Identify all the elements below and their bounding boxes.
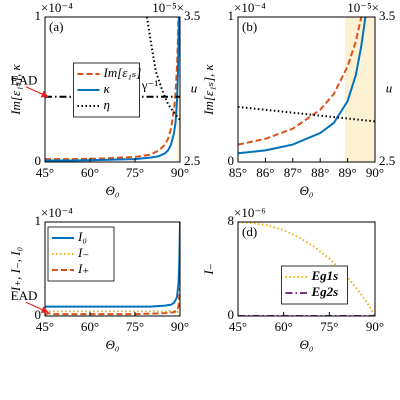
x-tick-label: 45° [36, 165, 54, 180]
y-exponent: ×10⁻⁶ [234, 205, 266, 220]
y-exponent: ×10⁻⁴ [41, 0, 73, 15]
legend-box [281, 265, 348, 305]
x-tick-label: 60° [275, 319, 293, 334]
y-tick-label: 0 [228, 153, 235, 168]
x-tick-label: 75° [320, 319, 338, 334]
y2-tick-label: 2.5 [379, 153, 395, 168]
shaded-region [344, 17, 375, 162]
x-tick-label: 75° [126, 165, 144, 180]
series-line [45, 17, 180, 161]
series-line [45, 222, 180, 308]
y2-exponent: 10⁻⁵× [347, 0, 379, 15]
annotation: EAD [11, 288, 38, 303]
panel-label: (d) [242, 224, 257, 239]
y2-axis-label: u [386, 80, 393, 95]
y-axis-label: I₋ [201, 263, 216, 275]
y-exponent: ×10⁻⁴ [234, 0, 266, 15]
annotation-arrow [25, 301, 49, 313]
x-tick-label: 86° [256, 165, 274, 180]
y-tick-label: 1 [35, 213, 42, 228]
x-tick-label: 60° [81, 319, 99, 334]
x-tick-label: 90° [171, 319, 189, 334]
x-tick-label: 88° [311, 165, 329, 180]
annotation: EAD [11, 73, 38, 88]
x-tick-label: 45° [229, 319, 247, 334]
axes-frame [237, 221, 376, 317]
y-axis-label: Im[ε₁ₛ], κ [201, 63, 216, 115]
y2-tick-label: 2.5 [184, 153, 200, 168]
y-tick-label: 0 [35, 307, 42, 322]
series-line [45, 310, 180, 316]
x-tick-label: 45° [36, 319, 54, 334]
panel: 85° 86° 87° 88° 89° 90° 0 1 2.5 3.5 (b) Θ₀ Im[ε₁ₛ], … [201, 0, 395, 198]
series-line [238, 105, 375, 123]
x-tick-label: 75° [126, 319, 144, 334]
legend-label: η [104, 97, 110, 112]
x-axis-label: Θ₀ [300, 183, 314, 198]
x-tick-label: 85° [229, 165, 247, 180]
y-tick-label: 1 [35, 8, 42, 23]
y2-tick-label: 3.5 [379, 8, 395, 23]
y-tick-label: 0 [35, 153, 42, 168]
panel: 45°60°75°90°01(c)Θ₀I₊, I₋, I₀×10⁻⁴I₀I₋I₊… [8, 205, 189, 352]
x-axis-label: Θ₀ [106, 337, 120, 352]
legend: I₀I₋I₊ [47, 226, 115, 282]
x-tick-label: 87° [284, 165, 302, 180]
legend-label: Im[ε₁ₛ] [103, 65, 142, 80]
y-exponent: ×10⁻⁴ [41, 205, 73, 220]
y2-tick-label: 3.5 [184, 8, 200, 23]
x-tick-label: 90° [366, 319, 384, 334]
legend-label: Eg2s [311, 284, 339, 299]
x-tick-label: 89° [338, 165, 356, 180]
axes-frame [44, 221, 181, 317]
x-axis-label: Θ₀ [106, 183, 120, 198]
legend: Im[ε₁ₛ]κη [73, 62, 142, 118]
y2-exponent: 10⁻⁵× [152, 0, 184, 15]
legend-label: κ [104, 81, 111, 96]
y-tick-label: 1 [228, 8, 235, 23]
y-tick-label: 8 [228, 213, 235, 228]
legend-box [47, 226, 115, 282]
series-line [45, 17, 180, 162]
series-line [238, 222, 375, 316]
legend-label: I₀ [77, 229, 87, 244]
x-axis-label: Θ₀ [300, 337, 314, 352]
x-tick-label: 90° [366, 165, 384, 180]
series-line [238, 17, 367, 155]
series-line [146, 17, 180, 121]
y-tick-label: 0 [228, 307, 235, 322]
legend-label: Eg1s [311, 268, 339, 283]
legend-label: I₊ [77, 261, 89, 276]
panel: 45° 60° 75° 90° 0 1 2.5 3.5 (a) Θ₀ Im[ε₁ₛ], κ u ×10⁻… [8, 0, 200, 198]
annotation-arrow [25, 86, 49, 98]
y-axis-label: Im[ε₁ₛ], κ [8, 63, 23, 115]
panel-label: (b) [242, 19, 257, 34]
axes-frame [237, 16, 376, 163]
axes-frame [44, 16, 181, 163]
panel-label: (a) [49, 19, 63, 34]
x-tick-label: 60° [81, 165, 99, 180]
annotation: γ⁻¹ [141, 78, 159, 93]
y-axis-label: I₊, I₋, I₀ [8, 247, 23, 292]
x-tick-label: 90° [171, 165, 189, 180]
series-line [238, 17, 363, 146]
legend-label: I₋ [77, 245, 89, 260]
y2-axis-label: u [191, 80, 198, 95]
